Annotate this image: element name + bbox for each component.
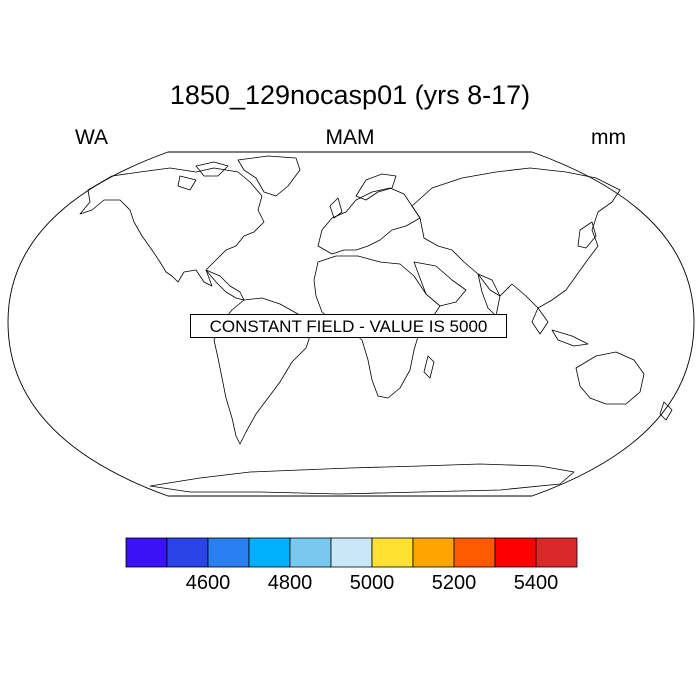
colorbar-swatch xyxy=(207,537,250,568)
colorbar-tick-label: 4600 xyxy=(185,572,231,594)
colorbar-swatch xyxy=(494,537,537,568)
colorbar-swatch xyxy=(166,537,209,568)
coastline-australia xyxy=(575,351,645,405)
coastline-north-america xyxy=(79,167,265,287)
colorbar-tick-label: 5200 xyxy=(431,572,477,594)
coastline-asia xyxy=(411,167,621,309)
coastline-southeast-asia xyxy=(531,307,589,347)
colorbar-tick-label: 4800 xyxy=(267,572,313,594)
constant-field-annotation: CONSTANT FIELD - VALUE IS 5000 xyxy=(190,314,507,338)
coastline-arabia xyxy=(413,261,467,307)
coastline-british-isles xyxy=(329,197,343,219)
coastline-greenland xyxy=(237,155,301,197)
colorbar-swatch xyxy=(535,537,578,568)
colorbar-swatch xyxy=(248,537,291,568)
units-label: mm xyxy=(591,126,626,149)
season-label: MAM xyxy=(325,126,375,149)
colorbar-swatch xyxy=(330,537,373,568)
coastline-arctic-islands xyxy=(177,161,229,191)
coastline-antarctica xyxy=(149,463,575,495)
colorbar-swatch xyxy=(453,537,496,568)
variable-label: WA xyxy=(75,126,109,149)
colorbar-swatch xyxy=(412,537,455,568)
colorbar-tick-label: 5000 xyxy=(349,572,395,594)
coastline-scandinavia xyxy=(355,173,397,201)
colorbar-swatch xyxy=(371,537,414,568)
colorbar-tick-label: 5400 xyxy=(513,572,559,594)
coastline-new-zealand xyxy=(659,401,673,421)
map-outline xyxy=(7,151,695,497)
plot-title: 1850_129nocasp01 (yrs 8-17) xyxy=(169,80,531,110)
colorbar-swatch xyxy=(289,537,332,568)
coastline-madagascar xyxy=(423,355,435,379)
coastline-japan xyxy=(577,221,597,249)
colorbar-swatch xyxy=(125,537,168,568)
